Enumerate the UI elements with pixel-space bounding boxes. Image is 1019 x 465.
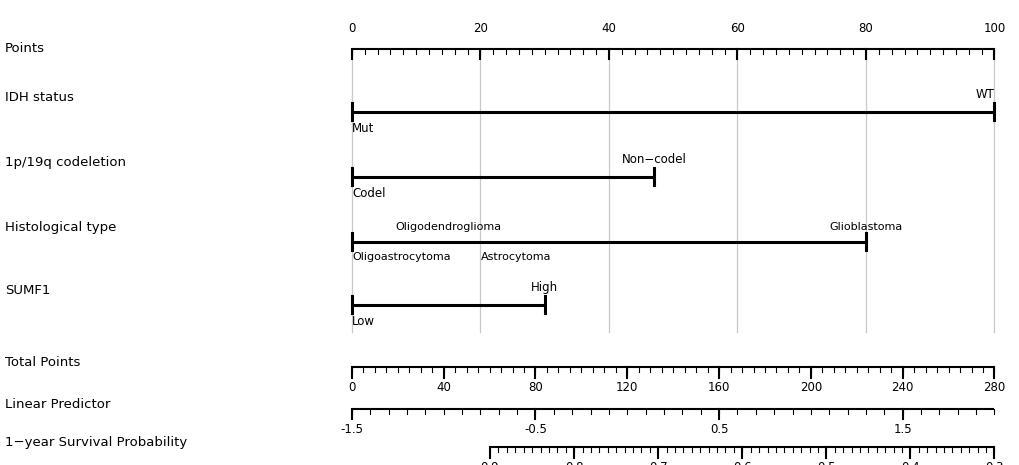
Text: 200: 200 bbox=[799, 381, 821, 394]
Text: 20: 20 bbox=[473, 22, 487, 35]
Text: Points: Points bbox=[5, 42, 45, 55]
Text: 1.5: 1.5 bbox=[893, 423, 911, 436]
Text: 60: 60 bbox=[730, 22, 744, 35]
Text: 0.3: 0.3 bbox=[984, 461, 1003, 465]
Text: 0.7: 0.7 bbox=[648, 461, 666, 465]
Text: Glioblastoma: Glioblastoma bbox=[828, 221, 902, 232]
Text: 80: 80 bbox=[528, 381, 542, 394]
Text: -1.5: -1.5 bbox=[340, 423, 363, 436]
Text: 160: 160 bbox=[707, 381, 730, 394]
Text: 0: 0 bbox=[347, 381, 356, 394]
Text: Non−codel: Non−codel bbox=[621, 153, 686, 166]
Text: WT: WT bbox=[974, 88, 994, 101]
Text: 280: 280 bbox=[982, 381, 1005, 394]
Text: 1p/19q codeletion: 1p/19q codeletion bbox=[5, 156, 126, 169]
Text: High: High bbox=[531, 281, 557, 294]
Text: 0.8: 0.8 bbox=[565, 461, 583, 465]
Text: 0: 0 bbox=[347, 22, 356, 35]
Text: 240: 240 bbox=[891, 381, 913, 394]
Text: 80: 80 bbox=[858, 22, 872, 35]
Text: 0.6: 0.6 bbox=[733, 461, 751, 465]
Text: 100: 100 bbox=[982, 22, 1005, 35]
Text: Codel: Codel bbox=[352, 187, 385, 200]
Text: Oligoastrocytoma: Oligoastrocytoma bbox=[352, 252, 450, 262]
Text: 0.9: 0.9 bbox=[480, 461, 499, 465]
Text: Histological type: Histological type bbox=[5, 221, 116, 234]
Text: Low: Low bbox=[352, 315, 375, 328]
Text: 1−year Survival Probability: 1−year Survival Probability bbox=[5, 436, 187, 449]
Text: 40: 40 bbox=[436, 381, 450, 394]
Text: Mut: Mut bbox=[352, 122, 374, 135]
Text: Linear Predictor: Linear Predictor bbox=[5, 398, 110, 411]
Text: 40: 40 bbox=[601, 22, 615, 35]
Text: IDH status: IDH status bbox=[5, 91, 74, 104]
Text: 120: 120 bbox=[615, 381, 638, 394]
Text: 0.5: 0.5 bbox=[709, 423, 728, 436]
Text: Oligodendroglioma: Oligodendroglioma bbox=[394, 221, 501, 232]
Text: Total Points: Total Points bbox=[5, 356, 81, 369]
Text: -0.5: -0.5 bbox=[524, 423, 546, 436]
Text: 0.5: 0.5 bbox=[816, 461, 835, 465]
Text: Astrocytoma: Astrocytoma bbox=[480, 252, 550, 262]
Text: SUMF1: SUMF1 bbox=[5, 284, 50, 297]
Text: 0.4: 0.4 bbox=[900, 461, 919, 465]
